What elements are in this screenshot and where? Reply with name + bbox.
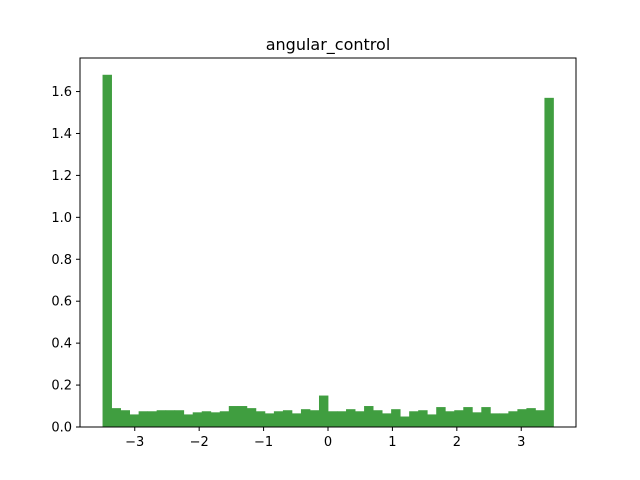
histogram-bar (418, 410, 428, 427)
histogram-bar (328, 411, 338, 427)
histogram-bar (264, 413, 275, 427)
histogram-bar (463, 407, 473, 427)
histogram-bar (544, 97, 554, 427)
histogram-bar (409, 411, 419, 427)
histogram-bar (129, 414, 140, 427)
y-tick-label: 0.4 (51, 337, 72, 352)
x-tick-label: 0 (324, 435, 332, 450)
histogram-bar (219, 411, 230, 427)
histogram-bar (346, 409, 356, 427)
histogram-bar (111, 408, 121, 427)
histogram-bar (318, 395, 329, 427)
histogram-bar (147, 411, 158, 427)
histogram-bar (454, 410, 464, 427)
x-tick-label: −2 (190, 435, 209, 450)
histogram-bar (192, 412, 203, 427)
histogram-bar (526, 408, 536, 427)
histogram-bar (355, 411, 365, 427)
histogram-bar (120, 410, 130, 427)
histogram-bar (309, 410, 320, 427)
histogram-bar (210, 412, 221, 427)
x-tick-label: 1 (388, 435, 396, 450)
histogram-bar (508, 411, 518, 427)
histogram-bar (201, 411, 212, 427)
histogram-bar (291, 413, 302, 427)
y-axis-ticks: 0.0 0.2 0.4 0.6 0.8 1.0 1.2 1.4 1.6 (51, 85, 80, 436)
y-tick-label: 0.2 (51, 379, 72, 394)
histogram-bar (499, 413, 509, 427)
histogram-bar (156, 410, 167, 427)
histogram-bar (102, 74, 112, 427)
histogram-bar (138, 411, 149, 427)
x-tick-label: 3 (517, 435, 525, 450)
y-tick-label: 1.4 (51, 127, 72, 142)
histogram-bar (282, 410, 293, 427)
histogram-bar (364, 406, 374, 427)
histogram-bar (391, 409, 401, 427)
x-tick-label: −1 (254, 435, 273, 450)
y-tick-label: 1.0 (51, 211, 72, 226)
y-tick-label: 0.6 (51, 295, 72, 310)
histogram-bar (174, 410, 185, 427)
histogram-bar (445, 411, 455, 427)
histogram-bar (183, 414, 194, 427)
histogram-bar (255, 411, 266, 427)
y-tick-label: 1.2 (51, 169, 72, 184)
histogram-bar (337, 411, 347, 427)
chart-title: angular_control (266, 35, 391, 55)
histogram-bar (472, 412, 482, 427)
y-tick-label: 1.6 (51, 85, 72, 100)
histogram-bar (373, 410, 383, 427)
histogram-bar (427, 414, 437, 427)
bars-group (102, 74, 554, 427)
y-tick-label: 0.0 (51, 421, 72, 436)
histogram-bar (400, 416, 410, 427)
x-tick-label: −3 (125, 435, 144, 450)
x-tick-label: 2 (453, 435, 461, 450)
histogram-bar (165, 410, 176, 427)
histogram-bar (436, 407, 446, 427)
histogram-bar (382, 413, 392, 427)
histogram-bar (273, 411, 284, 427)
histogram-bar (535, 410, 545, 427)
plot-frame (79, 57, 577, 428)
y-tick-label: 0.8 (51, 253, 72, 268)
histogram-bar (490, 413, 500, 427)
histogram-bar (517, 409, 527, 427)
histogram-bar (237, 406, 248, 427)
x-axis-ticks: −3 −2 −1 0 1 2 3 (125, 427, 525, 450)
histogram-bar (228, 406, 239, 427)
histogram-bar (300, 409, 311, 427)
histogram-bar (481, 407, 491, 427)
histogram-bar (246, 408, 257, 427)
